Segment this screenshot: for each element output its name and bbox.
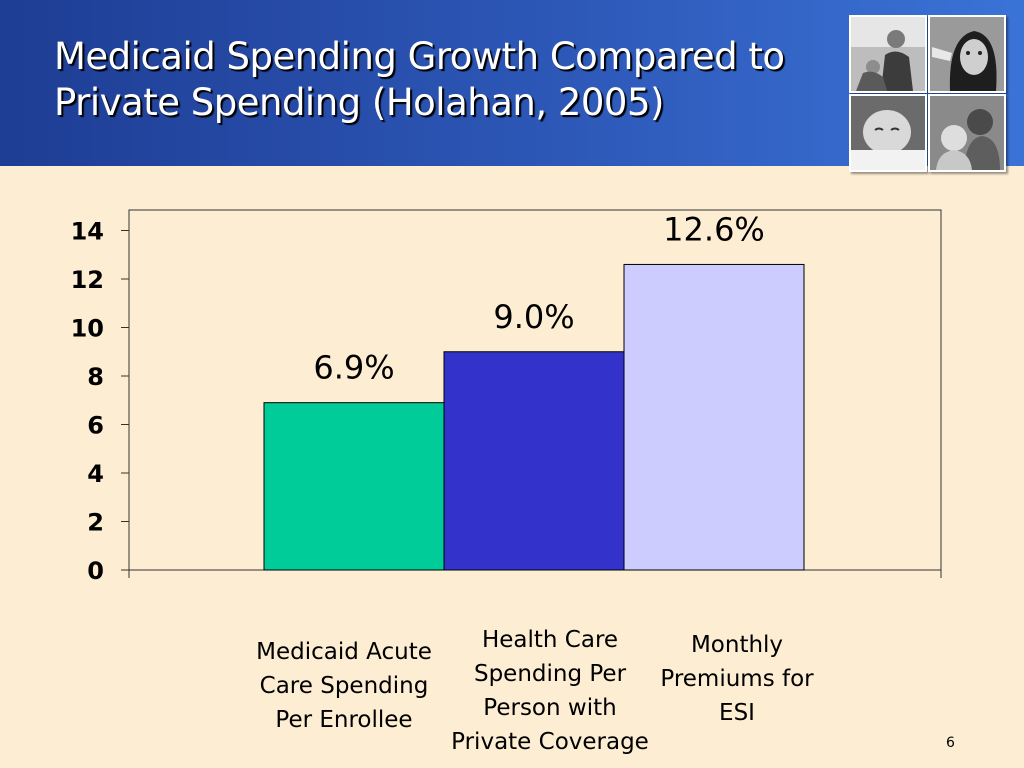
y-tick-label-6: 6	[87, 412, 104, 440]
photo-caregiver-patient-icon	[849, 15, 927, 93]
category-label-private-coverage: Health Care Spending Per Person with Pri…	[451, 627, 649, 755]
photo-sleeping-baby-icon	[849, 94, 927, 172]
y-tick-label-14: 14	[71, 218, 104, 246]
data-label-2: 9.0%	[493, 298, 574, 336]
photo-two-children-icon	[928, 94, 1006, 172]
y-tick-label-2: 2	[87, 509, 104, 537]
y-tick-label-10: 10	[71, 315, 104, 343]
slide-title: Medicaid Spending Growth Compared to Pri…	[54, 35, 785, 124]
y-tick-label-0: 0	[87, 557, 104, 585]
data-label-3: 12.6%	[663, 210, 765, 248]
data-label-1: 6.9%	[313, 349, 394, 387]
page-number: 6	[946, 735, 955, 751]
bar-1	[263, 402, 445, 571]
category-label-medicaid-acute-care: Medicaid Acute Care Spending Per Enrolle…	[256, 639, 432, 733]
bar-3	[623, 263, 805, 571]
y-tick-label-12: 12	[71, 266, 104, 294]
photo-young-woman-icon	[928, 15, 1006, 93]
title-banner: Medicaid Spending Growth Compared to Pri…	[0, 0, 1024, 172]
category-label-monthly-premiums: Monthly Premiums for ESI	[660, 632, 814, 726]
bar-2	[443, 351, 625, 571]
y-tick-label-4: 4	[87, 460, 104, 488]
y-tick-label-8: 8	[87, 363, 104, 391]
